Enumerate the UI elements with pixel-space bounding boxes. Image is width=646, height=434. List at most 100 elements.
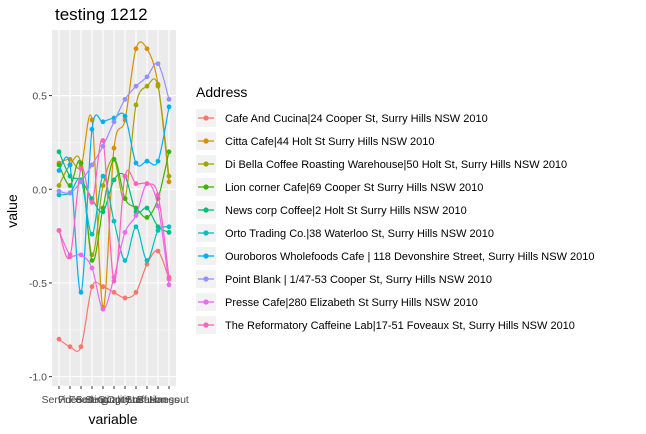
legend-key-point: [203, 253, 209, 259]
x-tick-label: Setting: [76, 394, 109, 406]
data-point: [166, 229, 172, 235]
legend-label: Citta Cafe|44 Holt St Surry Hills NSW 20…: [225, 136, 434, 148]
legend-key-point: [203, 184, 209, 190]
data-point: [155, 248, 161, 254]
legend-item: Lion corner Cafe|69 Cooper St Surry Hill…: [196, 178, 483, 196]
data-point: [144, 74, 150, 80]
data-point: [56, 228, 62, 233]
data-point: [56, 183, 62, 188]
data-point: [155, 61, 161, 67]
x-tick-label: Price: [58, 394, 82, 406]
legend-label: The Reformatory Caffeine Lab|17-51 Fovea…: [225, 320, 575, 332]
x-tick-label: Hangout: [149, 394, 189, 406]
data-point: [78, 160, 84, 166]
data-point: [122, 96, 128, 102]
data-point: [166, 104, 172, 110]
x-tick-label: Staff: [125, 394, 146, 406]
legend-key-point: [203, 299, 209, 305]
data-point: [100, 209, 106, 215]
legend-label: Cafe And Cucina|24 Cooper St, Surry Hill…: [225, 113, 488, 125]
data-point: [89, 126, 95, 132]
data-point: [67, 190, 73, 196]
data-point: [122, 196, 128, 202]
data-point: [144, 258, 150, 263]
data-point: [78, 179, 84, 185]
chart-title: testing 1212: [55, 5, 148, 24]
legend-key-point: [203, 138, 209, 144]
data-point: [100, 173, 106, 179]
data-point: [166, 224, 172, 230]
data-point: [111, 218, 117, 224]
legend-item: Di Bella Coffee Roasting Warehouse|50 Ho…: [196, 155, 567, 173]
data-point: [122, 229, 128, 235]
legend-item: Presse Cafe|280 Elizabeth St Surry Hills…: [196, 293, 478, 311]
legend: Address Cafe And Cucina|24 Cooper St, Su…: [196, 84, 594, 334]
x-tick-label: Seating: [85, 394, 121, 406]
data-point: [100, 138, 106, 143]
x-tick-label: Options: [107, 394, 143, 406]
legend-key-point: [203, 207, 209, 213]
y-tick-label: 0.0: [32, 184, 47, 196]
data-point: [111, 156, 117, 162]
data-point: [122, 295, 128, 301]
series-layer: [56, 41, 172, 352]
data-point: [166, 274, 172, 280]
data-point: [133, 102, 139, 108]
data-point: [111, 177, 117, 183]
data-point: [122, 173, 128, 179]
data-point: [89, 284, 95, 290]
data-point: [144, 83, 150, 89]
legend-item: Orto Trading Co.|38 Waterloo St, Surry H…: [196, 224, 494, 242]
data-point: [78, 344, 84, 350]
data-point: [155, 224, 161, 230]
data-point: [111, 145, 117, 151]
data-point: [144, 158, 150, 164]
data-point: [67, 344, 73, 350]
data-point: [100, 143, 106, 149]
y-tick-label: 0.5: [32, 91, 47, 103]
data-point: [155, 83, 161, 89]
data-point: [144, 261, 150, 267]
data-point: [78, 252, 84, 258]
data-point: [133, 289, 139, 295]
x-tick-label: Service: [41, 394, 76, 406]
legend-key-point: [203, 322, 209, 328]
data-point: [155, 203, 161, 209]
legend-title: Address: [196, 84, 247, 100]
legend-key-point: [203, 276, 209, 282]
legend-label: Lion corner Cafe|69 Cooper St Surry Hill…: [225, 182, 483, 194]
legend-label: Presse Cafe|280 Elizabeth St Surry Hills…: [225, 297, 478, 309]
data-point: [144, 181, 150, 187]
data-point: [122, 258, 128, 263]
data-point: [56, 162, 62, 168]
y-tick-label: -1.0: [29, 372, 47, 384]
legend-item: Citta Cafe|44 Holt St Surry Hills NSW 20…: [196, 132, 434, 150]
data-point: [155, 158, 161, 164]
data-point: [56, 336, 62, 342]
x-tick-label: Location: [127, 394, 167, 406]
data-point: [166, 149, 172, 155]
legend-item: News corp Coffee|2 Holt St Surry Hills N…: [196, 201, 467, 219]
data-point: [166, 96, 172, 102]
legend-key-point: [203, 230, 209, 236]
legend-label: Point Blank | 1/47-53 Cooper St, Surry H…: [225, 274, 492, 286]
data-point: [67, 183, 73, 188]
data-point: [166, 282, 172, 288]
data-point: [111, 289, 117, 295]
data-point: [89, 231, 95, 237]
data-point: [89, 258, 95, 263]
data-point: [89, 162, 95, 168]
y-axis-title: value: [4, 194, 20, 228]
series-4: [56, 149, 172, 263]
legend-item: Ouroboros Wholefoods Cafe | 118 Devonshi…: [196, 247, 594, 265]
data-point: [122, 113, 128, 119]
legend-key-point: [203, 161, 209, 167]
data-point: [78, 289, 84, 295]
data-point: [144, 205, 150, 211]
data-point: [133, 83, 139, 89]
legend-label: Ouroboros Wholefoods Cafe | 118 Devonshi…: [225, 251, 594, 263]
data-point: [133, 213, 139, 218]
data-point: [155, 192, 161, 198]
data-point: [155, 228, 161, 233]
